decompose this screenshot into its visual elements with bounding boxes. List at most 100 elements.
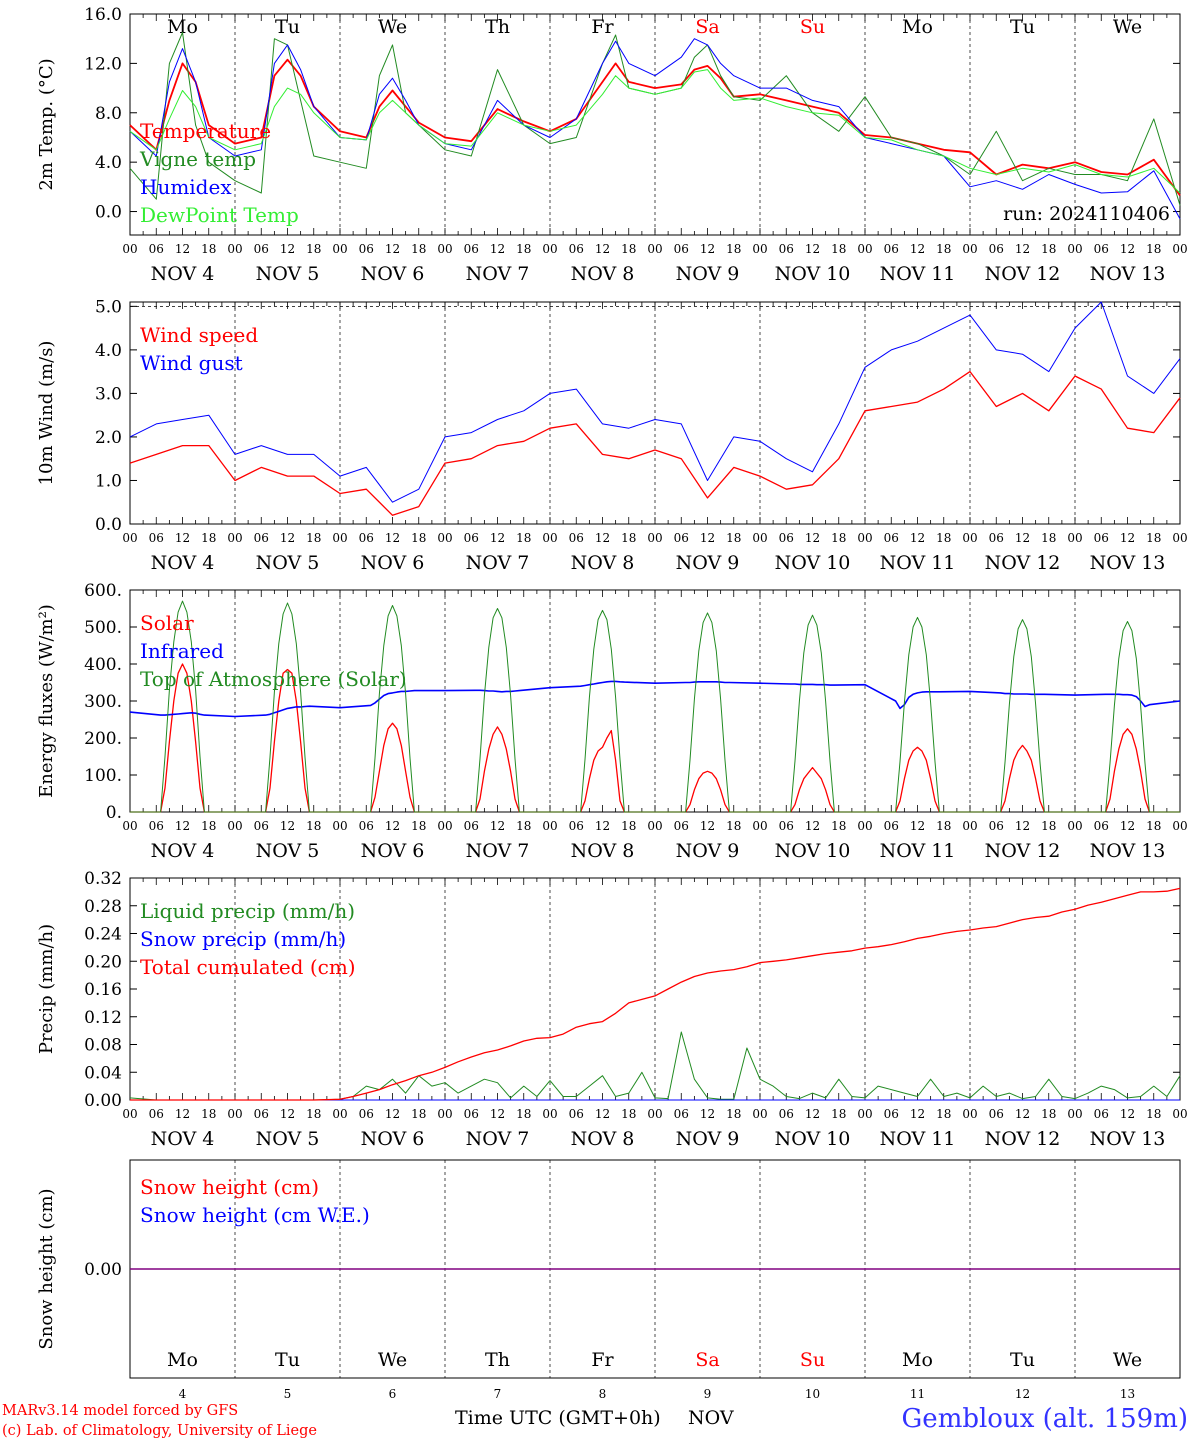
hour-tick-label: 12 bbox=[1015, 1107, 1030, 1121]
hour-tick-label: 18 bbox=[831, 242, 846, 256]
y-tick-label: 0.24 bbox=[84, 925, 122, 945]
legend-entry: Temperature bbox=[140, 119, 271, 143]
hour-tick-label: 00 bbox=[1172, 242, 1187, 256]
date-label: NOV 6 bbox=[361, 840, 425, 862]
y-tick-label: 0.04 bbox=[84, 1063, 122, 1083]
hour-tick-label: 00 bbox=[962, 819, 977, 833]
hour-tick-label: 18 bbox=[726, 242, 741, 256]
hour-tick-label: 00 bbox=[1172, 1107, 1187, 1121]
date-label: NOV 9 bbox=[676, 263, 740, 285]
date-label: NOV 7 bbox=[466, 1128, 530, 1150]
date-label: NOV 12 bbox=[985, 552, 1061, 574]
hour-tick-label: 18 bbox=[201, 819, 216, 833]
series-line-2-1 bbox=[129, 370, 1181, 516]
y-tick-label: 2.0 bbox=[95, 428, 122, 448]
series-line-4-3 bbox=[130, 887, 1181, 1101]
hour-tick-label: 06 bbox=[884, 242, 899, 256]
date-label: NOV 13 bbox=[1090, 263, 1166, 285]
date-label: NOV 12 bbox=[985, 840, 1061, 862]
date-label: NOV 10 bbox=[775, 552, 851, 574]
hour-tick-label: 00 bbox=[122, 819, 137, 833]
hour-tick-label: 12 bbox=[910, 242, 925, 256]
series-line-2-2 bbox=[129, 301, 1181, 503]
hour-tick-label: 12 bbox=[175, 819, 190, 833]
legend-entry: Snow height (cm W.E.) bbox=[140, 1203, 370, 1227]
hour-tick-label: 18 bbox=[516, 1107, 531, 1121]
hour-tick-label: 06 bbox=[464, 242, 479, 256]
hour-tick-label: 18 bbox=[936, 819, 951, 833]
series-line-4-1 bbox=[129, 1031, 1181, 1101]
hour-tick-label: 00 bbox=[857, 531, 872, 545]
date-label: NOV 4 bbox=[151, 552, 215, 574]
hour-tick-label: 06 bbox=[254, 1107, 269, 1121]
y-tick-label: 4.0 bbox=[95, 153, 122, 173]
y-axis-label: Energy fluxes (W/m²) bbox=[36, 604, 57, 798]
hour-tick-label: 12 bbox=[700, 242, 715, 256]
hour-tick-label: 12 bbox=[280, 819, 295, 833]
hour-tick-label: 06 bbox=[1094, 531, 1109, 545]
hour-tick-label: 06 bbox=[254, 531, 269, 545]
hour-tick-label: 06 bbox=[1094, 819, 1109, 833]
y-tick-label: 300. bbox=[84, 692, 122, 712]
hour-tick-label: 06 bbox=[149, 242, 164, 256]
hour-tick-label: 06 bbox=[989, 531, 1004, 545]
day-name: Mo bbox=[167, 1349, 198, 1371]
date-label: NOV 10 bbox=[775, 263, 851, 285]
hour-tick-label: 06 bbox=[989, 819, 1004, 833]
hour-tick-label: 06 bbox=[569, 819, 584, 833]
hour-tick-label: 00 bbox=[752, 819, 767, 833]
y-tick-label: 100. bbox=[84, 766, 122, 786]
hour-tick-label: 00 bbox=[1172, 531, 1187, 545]
y-tick-label: 16.0 bbox=[84, 5, 122, 25]
hour-tick-label: 06 bbox=[779, 242, 794, 256]
y-axis-label: 10m Wind (m/s) bbox=[36, 341, 57, 486]
hour-tick-label: 06 bbox=[254, 242, 269, 256]
hour-tick-label: 12 bbox=[1015, 242, 1030, 256]
hour-tick-label: 00 bbox=[437, 1107, 452, 1121]
date-label: NOV 6 bbox=[361, 552, 425, 574]
hour-tick-label: 12 bbox=[175, 242, 190, 256]
y-tick-label: 0.32 bbox=[84, 869, 122, 889]
hour-tick-label: 06 bbox=[569, 242, 584, 256]
hour-tick-label: 18 bbox=[936, 242, 951, 256]
time-axis-label: Time UTC (GMT+0h) bbox=[455, 1407, 661, 1429]
day-number: 4 bbox=[179, 1387, 187, 1401]
hour-tick-label: 18 bbox=[1146, 819, 1161, 833]
panel-3: 00 06 12 18 00 06 12 18 00 06 12 18 00 06 12 18 00 06 12 18… bbox=[36, 581, 1188, 862]
hour-tick-label: 12 bbox=[385, 819, 400, 833]
day-name: Fr bbox=[591, 16, 614, 38]
hour-tick-label: 18 bbox=[411, 1107, 426, 1121]
hour-tick-label: 12 bbox=[385, 1107, 400, 1121]
hour-tick-label: 18 bbox=[1146, 242, 1161, 256]
hour-tick-label: 00 bbox=[542, 819, 557, 833]
hour-tick-label: 06 bbox=[989, 1107, 1004, 1121]
hour-tick-label: 00 bbox=[1067, 819, 1082, 833]
legend-entry: Snow precip (mm/h) bbox=[140, 927, 346, 951]
hour-tick-label: 06 bbox=[779, 819, 794, 833]
date-label: NOV 5 bbox=[256, 840, 320, 862]
day-name: We bbox=[378, 16, 407, 38]
hour-tick-label: 12 bbox=[1015, 531, 1030, 545]
hour-tick-label: 12 bbox=[595, 1107, 610, 1121]
hour-tick-label: 18 bbox=[831, 819, 846, 833]
hour-tick-label: 18 bbox=[1041, 242, 1056, 256]
hour-tick-label: 00 bbox=[227, 531, 242, 545]
hour-tick-label: 12 bbox=[175, 1107, 190, 1121]
hour-tick-label: 00 bbox=[332, 531, 347, 545]
hour-tick-label: 00 bbox=[962, 531, 977, 545]
hour-tick-label: 18 bbox=[201, 242, 216, 256]
hour-tick-label: 00 bbox=[227, 242, 242, 256]
hour-tick-label: 00 bbox=[752, 1107, 767, 1121]
date-label: NOV 11 bbox=[880, 840, 956, 862]
hour-tick-label: 18 bbox=[306, 242, 321, 256]
series-line-1-3 bbox=[129, 38, 1181, 220]
hour-tick-label: 18 bbox=[831, 531, 846, 545]
hour-tick-label: 12 bbox=[700, 531, 715, 545]
hour-tick-label: 06 bbox=[149, 531, 164, 545]
hour-tick-label: 18 bbox=[411, 819, 426, 833]
hour-tick-label: 12 bbox=[385, 242, 400, 256]
y-tick-label: 0.16 bbox=[84, 980, 122, 1000]
hour-tick-label: 12 bbox=[805, 1107, 820, 1121]
legend-entry: Solar bbox=[140, 611, 194, 635]
hour-tick-label: 06 bbox=[884, 531, 899, 545]
